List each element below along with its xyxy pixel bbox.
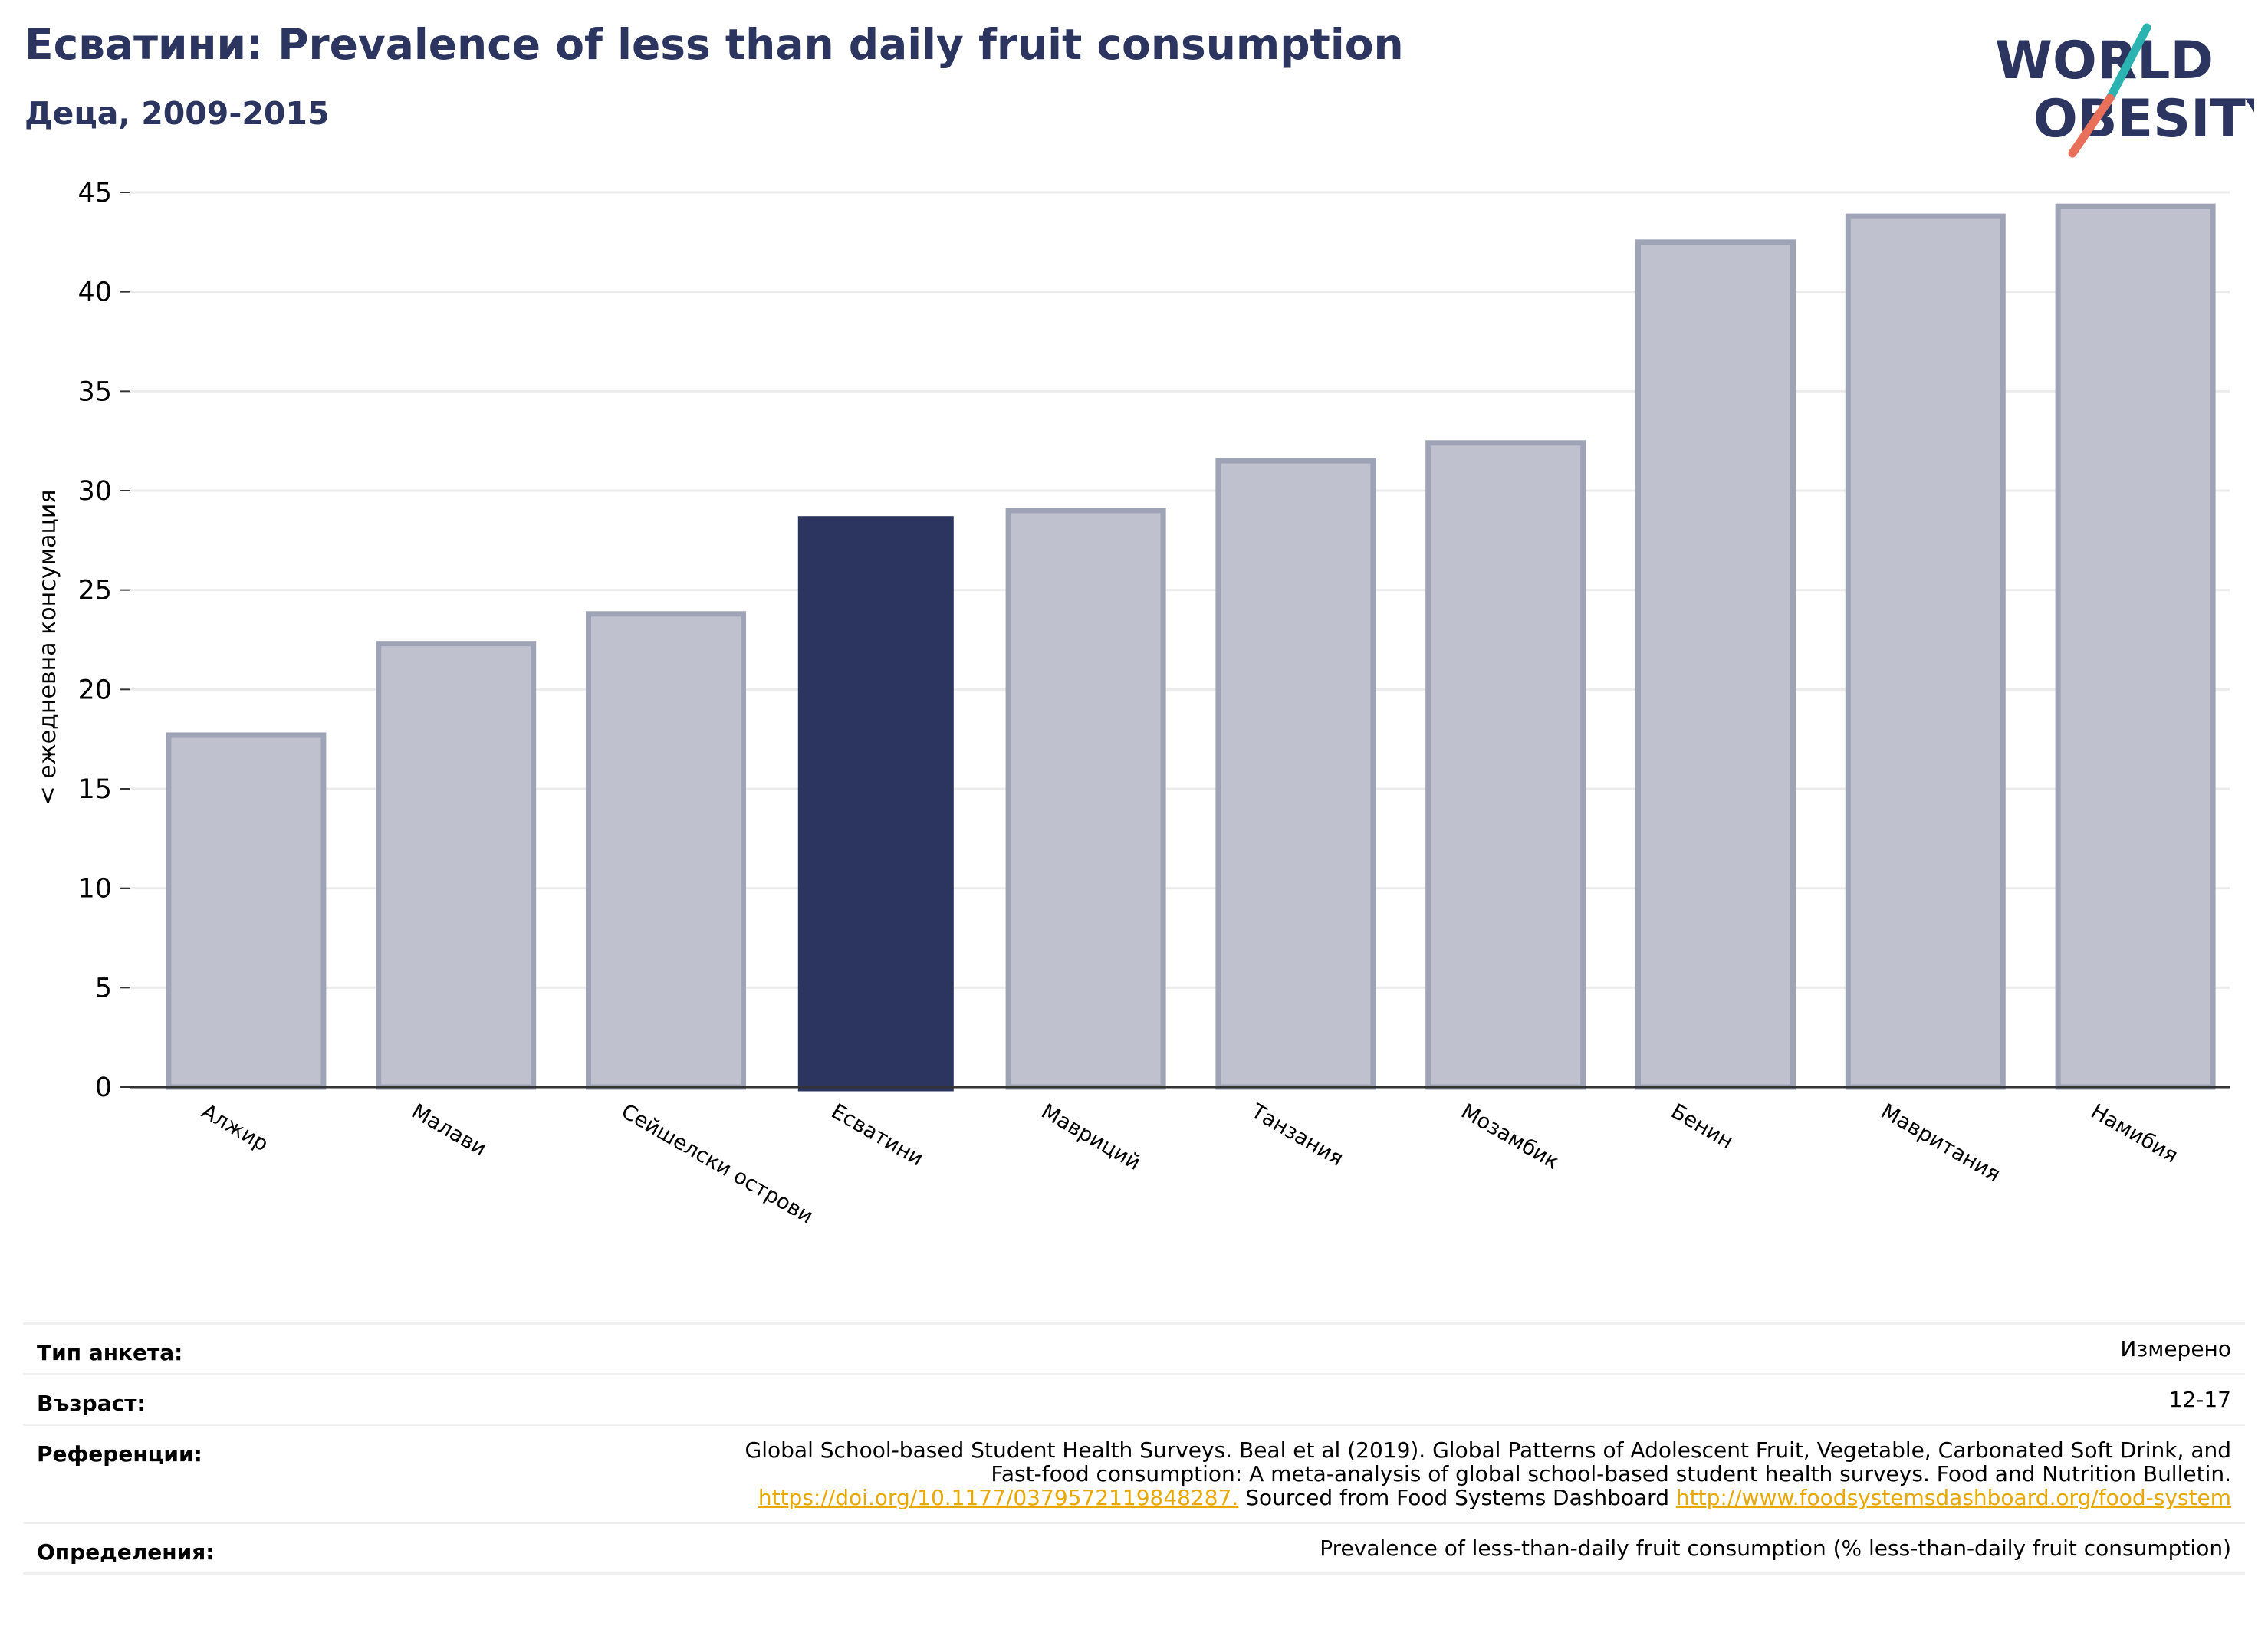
y-tick-label: 20 [77, 675, 112, 705]
info-row-definitions: Определения: Prevalence of less-than-dai… [23, 1522, 2245, 1575]
survey-type-value: Измерено [2120, 1336, 2231, 1362]
bar [1635, 239, 1796, 1090]
doi-link[interactable]: https://doi.org/10.1177/0379572119848287… [758, 1485, 1239, 1510]
logo-slash-top [2105, 23, 2151, 103]
bar [1845, 213, 2006, 1090]
bar [1215, 458, 1376, 1090]
x-tick-label: Бенин [1667, 1099, 1737, 1154]
x-tick-label: Мавриций [1037, 1099, 1145, 1175]
bar-chart: 0 5 10 15 20 25 30 35 40 45 < ежедневна консумация… [35, 178, 2230, 1229]
x-tick-label: Танзания [1247, 1099, 1348, 1171]
bar [2055, 203, 2216, 1090]
world-obesity-logo: WORLD OBESITY [1995, 23, 2254, 158]
references-label: Референции: [37, 1441, 202, 1467]
x-tick-label: Есватини [827, 1099, 928, 1171]
bar [586, 611, 746, 1090]
chart-subtitle: Деца, 2009-2015 [25, 95, 330, 132]
info-table: Тип анкета: Измерено Възраст: 12-17 Рефе… [23, 1322, 2245, 1575]
bar [1425, 440, 1586, 1090]
logo-text-obesity: OBESITY [2033, 89, 2254, 149]
logo-slash-bottom [2068, 94, 2115, 158]
references-text-line3: https://doi.org/10.1177/0379572119848287… [574, 1486, 2231, 1509]
age-label: Възраст: [37, 1391, 146, 1416]
info-row-survey-type: Тип анкета: Измерено [23, 1322, 2245, 1373]
x-tick-label: Сейшелски острови [617, 1099, 817, 1228]
references-sourced-text: Sourced from Food Systems Dashboard [1238, 1485, 1676, 1510]
info-row-age: Възраст: 12-17 [23, 1373, 2245, 1424]
food-systems-link[interactable]: http://www.foodsystemsdashboard.org/food… [1675, 1485, 2231, 1510]
x-tick-label: Малави [407, 1099, 490, 1161]
y-tick-label: 15 [77, 774, 112, 805]
survey-type-label: Тип анкета: [37, 1340, 183, 1365]
info-row-references: Референции: Global School-based Student … [23, 1424, 2245, 1522]
y-tick-label: 30 [77, 476, 112, 507]
bar [797, 516, 954, 1092]
references-value: Global School-based Student Health Surve… [574, 1438, 2231, 1509]
logo-text-world: WORLD [1995, 31, 2214, 91]
bar [1005, 508, 1166, 1090]
x-tick-label: Мозамбик [1457, 1099, 1563, 1174]
chart-title: Есватини: Prevalence of less than daily … [25, 20, 1404, 69]
definitions-label: Определения: [37, 1539, 215, 1565]
x-tick-label: Мавритания [1877, 1099, 2004, 1187]
y-tick-label: 35 [77, 376, 112, 407]
y-tick-label: 40 [77, 278, 112, 308]
x-tick-label: Намибия [2087, 1099, 2182, 1168]
definitions-value: Prevalence of less-than-daily fruit cons… [1320, 1536, 2231, 1561]
y-axis-label: < ежедневна консумация [35, 490, 61, 806]
x-tick-label: Алжир [197, 1099, 272, 1156]
bar [376, 641, 537, 1090]
y-tick-label: 25 [77, 576, 112, 606]
references-text-line2: Fast-food consumption: A meta-analysis o… [991, 1461, 2231, 1486]
y-tick-label: 45 [77, 178, 112, 209]
bar [166, 732, 327, 1090]
references-text-line1: Global School-based Student Health Surve… [744, 1437, 2231, 1463]
age-value: 12-17 [2168, 1387, 2231, 1412]
y-tick-label: 10 [77, 874, 112, 905]
y-tick-label: 5 [95, 973, 112, 1004]
y-tick-label: 0 [95, 1073, 112, 1103]
